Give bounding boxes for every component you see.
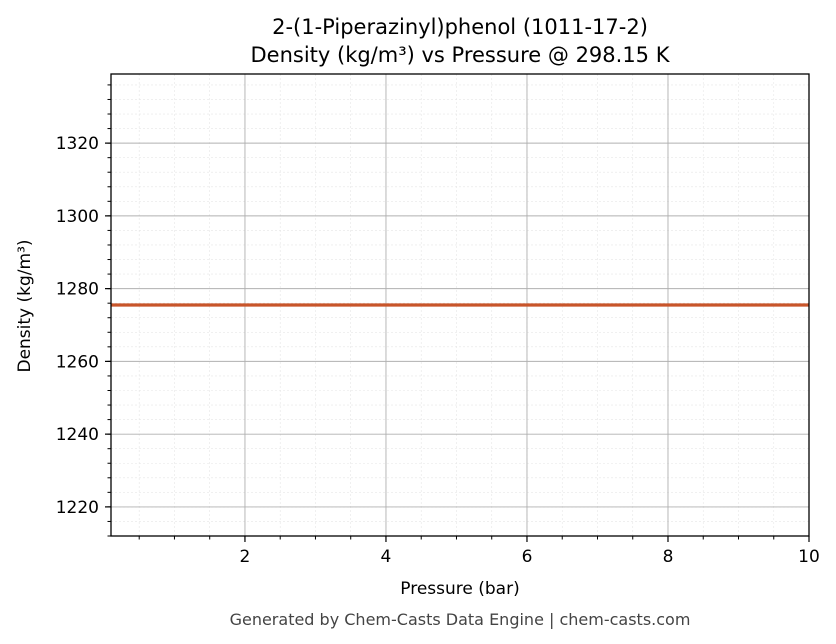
x-tick-label: 10	[798, 547, 820, 567]
x-axis-label: Pressure (bar)	[400, 579, 519, 599]
y-tick-label: 1320	[56, 134, 99, 154]
x-tick-label: 8	[663, 547, 674, 567]
plot-frame	[110, 73, 810, 537]
footer-credit: Generated by Chem-Casts Data Engine | ch…	[230, 610, 691, 629]
x-tick-label: 6	[522, 547, 533, 567]
y-tick-label: 1260	[56, 352, 99, 372]
chart-subtitle: Density (kg/m³) vs Pressure @ 298.15 K	[250, 43, 670, 67]
y-tick-label: 1240	[56, 425, 99, 445]
x-tick-label: 2	[240, 547, 251, 567]
y-tick-label: 1220	[56, 498, 99, 518]
x-tick-label: 4	[381, 547, 392, 567]
axis-ticks: 2 4 6 8 10 1220 1240 1260 1280 1300 1320	[56, 84, 820, 567]
y-tick-label: 1300	[56, 207, 99, 227]
y-axis-label: Density (kg/m³)	[15, 239, 35, 372]
chart-title: 2-(1-Piperazinyl)phenol (1011-17-2)	[272, 15, 648, 39]
y-tick-label: 1280	[56, 280, 99, 300]
